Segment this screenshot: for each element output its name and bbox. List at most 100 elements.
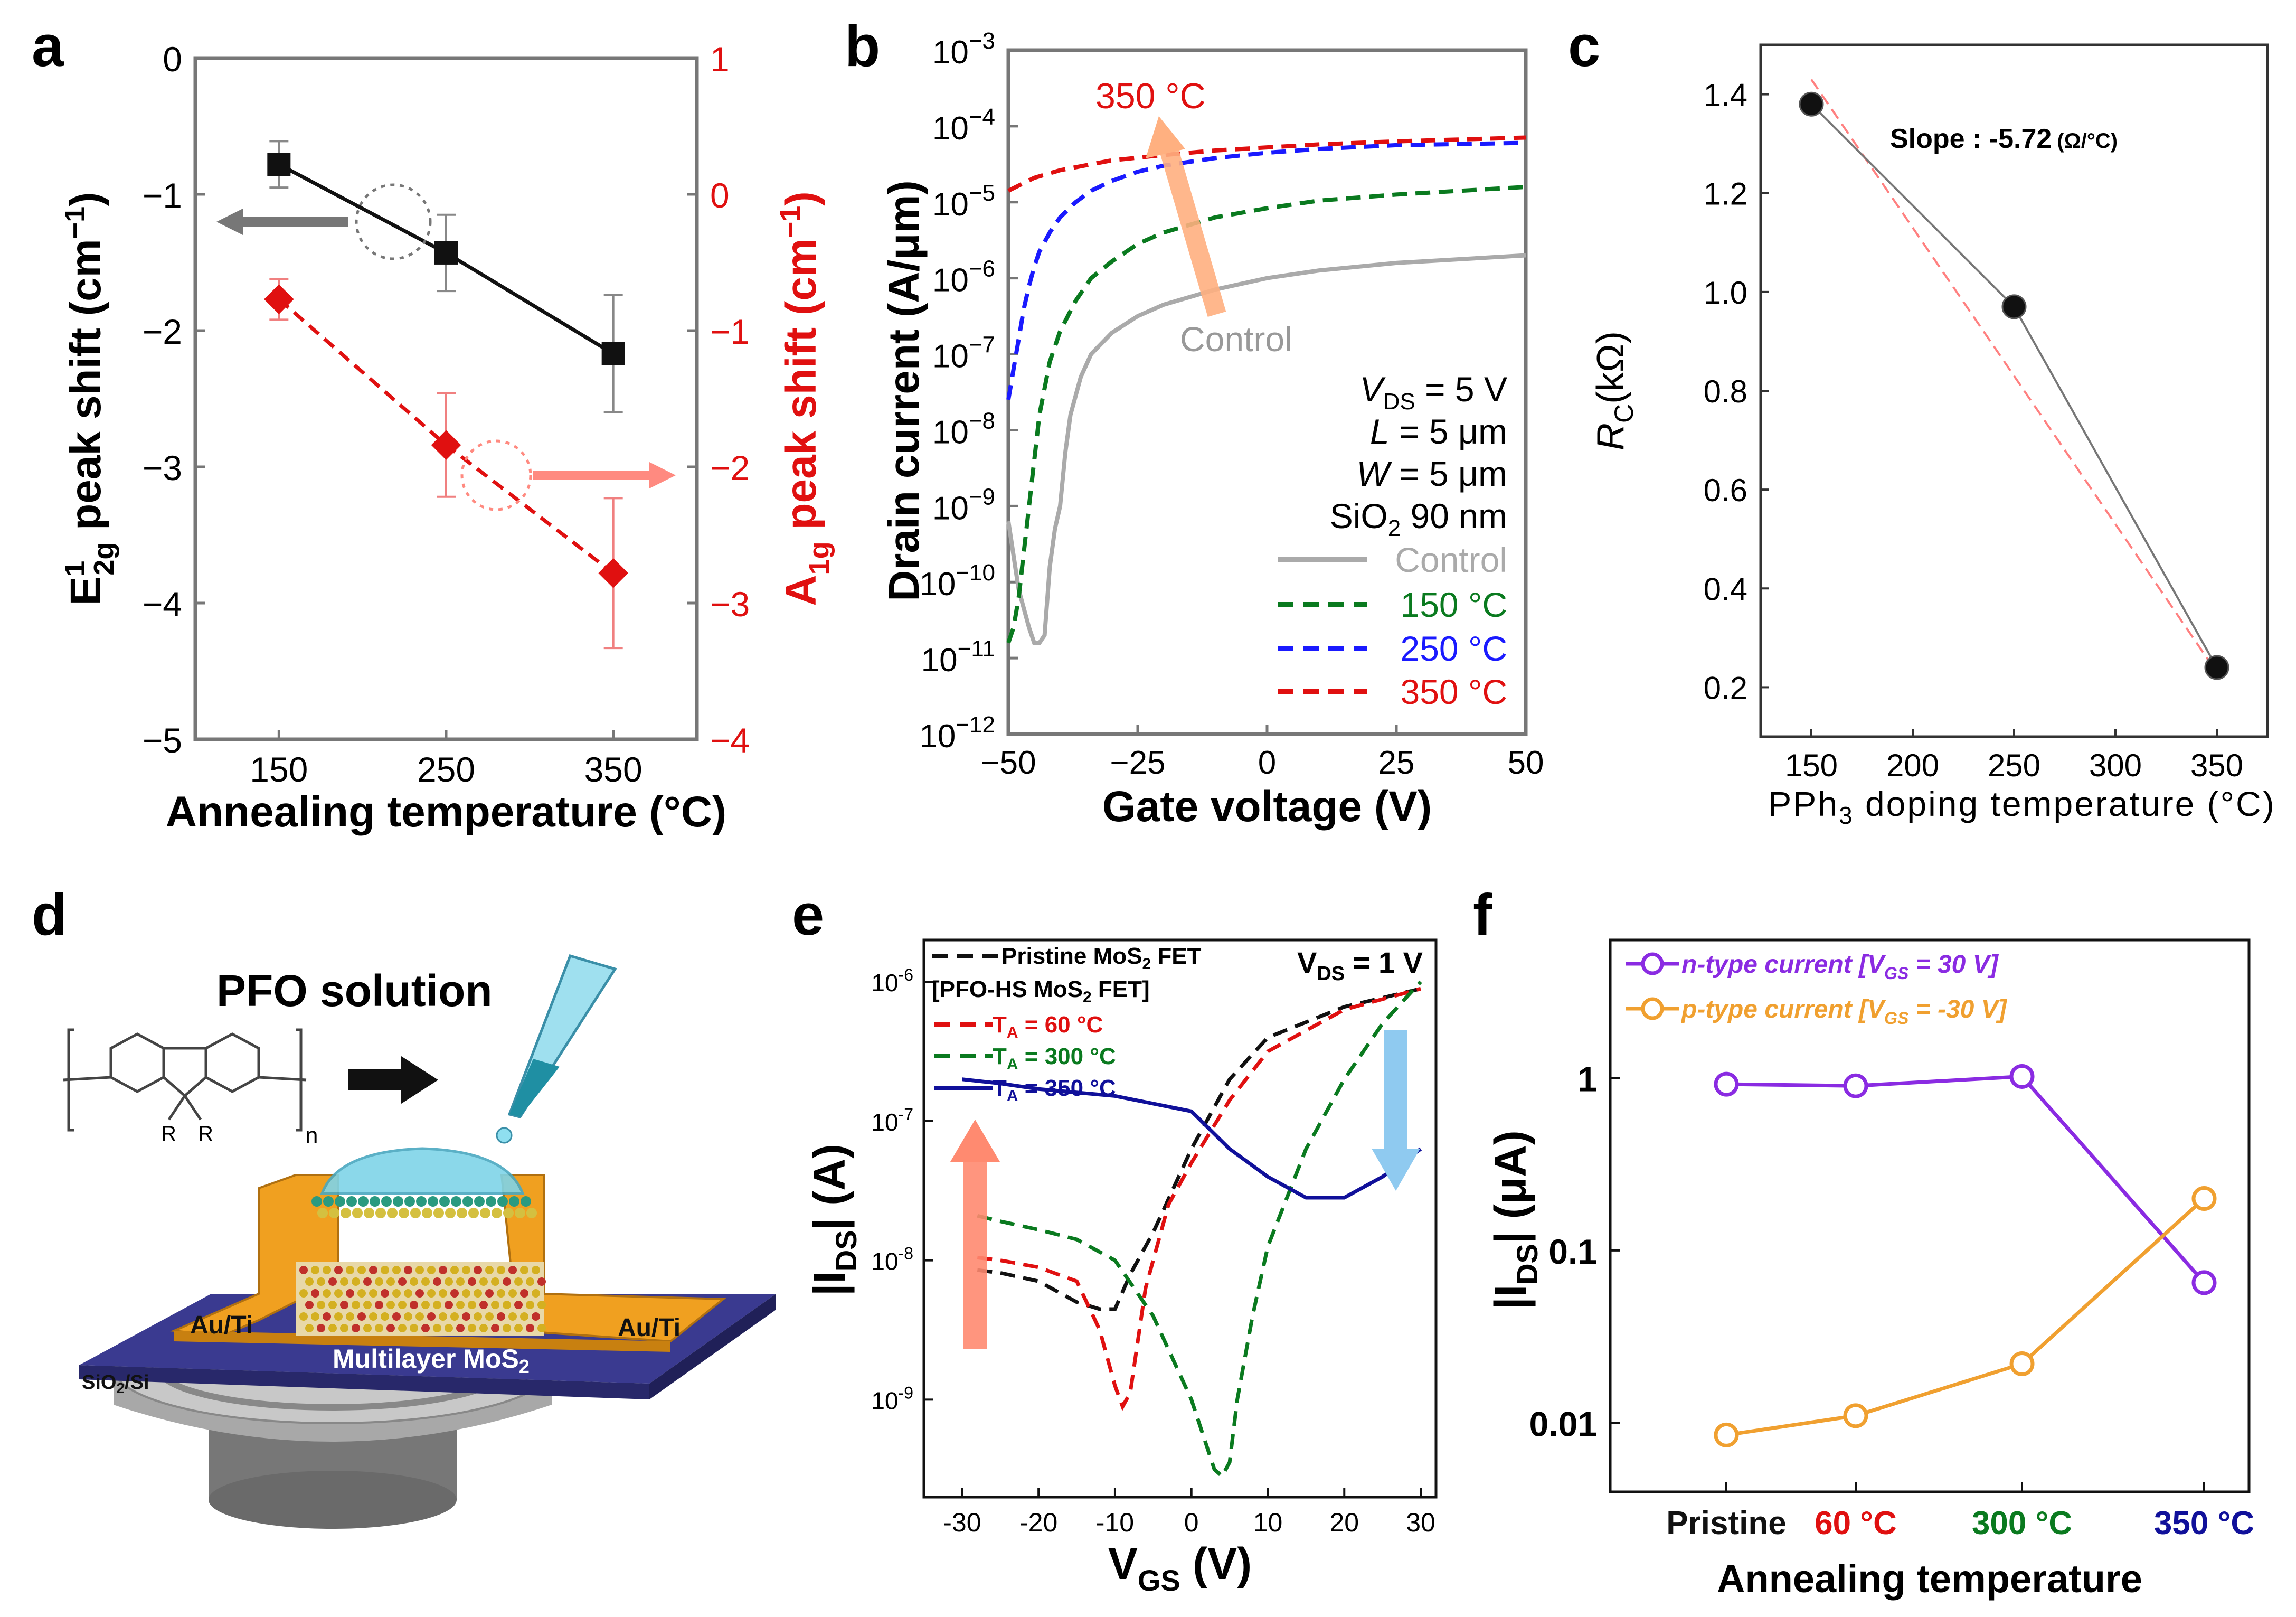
chart-b-legend-350: 350 °C [1400, 672, 1507, 711]
mos2-atom [503, 1277, 511, 1286]
chart-a: 0 −1 −2 −3 −4 −5 1 0 −1 −2 −3 −4 150 250 350 Annealing… [59, 40, 835, 836]
mos2-atom [485, 1266, 494, 1274]
mos2-atom [520, 1312, 528, 1321]
chart-c-xlabel: PPh3 doping temperature (°C) [1768, 784, 2275, 829]
mos2-atom [491, 1324, 499, 1332]
mos2-atom [520, 1289, 528, 1298]
mos2-atom [456, 1324, 465, 1332]
pfo-particle [323, 1196, 334, 1207]
chart-e-legend-60: TA = 60 °C [993, 1012, 1103, 1041]
mos2-atom [427, 1266, 436, 1274]
chart-a-ytick-left-label: 0 [163, 40, 182, 79]
mos2-atom [404, 1266, 412, 1274]
chart-e-series-line [962, 1077, 1422, 1200]
chart-a-ytick-right-label: −4 [710, 721, 750, 760]
chart-b-param-sio2: SiO2 90 nm [1330, 496, 1507, 541]
chart-a-ylabel-left: E12g peak shift (cm−1) [59, 192, 120, 606]
mos2-channel [296, 1262, 544, 1336]
chart-f-point [2009, 1064, 2035, 1089]
mos2-atom [375, 1324, 383, 1332]
mos2-atom [462, 1312, 470, 1321]
panel-label-a: a [32, 14, 64, 79]
pfo-particle [393, 1196, 403, 1207]
mos2-atom [450, 1266, 459, 1274]
mos2-atom [479, 1324, 488, 1332]
pfo-particle [451, 1196, 461, 1207]
mos2-atom [415, 1266, 424, 1274]
chart-c-xtick-label: 150 [1785, 748, 1838, 783]
chart-b-xtick-label: −25 [1110, 745, 1165, 781]
chart-e-xtick-label: 20 [1329, 1508, 1359, 1537]
mos2-atom [305, 1324, 314, 1332]
mos2-atom [410, 1301, 418, 1309]
chart-a-ytick-right-label: −3 [710, 585, 750, 624]
chart-e-arrow-down [1384, 1030, 1407, 1151]
pfo-particle [358, 1196, 369, 1207]
mos2-atom [363, 1301, 372, 1309]
chart-a-ytick-left-label: −1 [143, 176, 182, 215]
pfo-particle [462, 1196, 473, 1207]
mos2-atom [514, 1277, 523, 1286]
mos2-atom [311, 1266, 319, 1274]
chart-c-series-line [1810, 103, 2218, 668]
mos2-atom [352, 1324, 360, 1332]
mos2-atom [317, 1324, 325, 1332]
chart-c-ytick-label: 0.4 [1704, 571, 1747, 607]
chart-e-legend-350: TA = 350 °C [993, 1075, 1116, 1105]
chart-f-ytick-label: 0.1 [1548, 1232, 1597, 1271]
chart-a-ytick-right-label: 1 [710, 40, 730, 79]
substrate-label: SiO2/Si [82, 1371, 149, 1396]
chart-a-ytick-left-label: −5 [143, 721, 182, 760]
chart-e-series-line [977, 986, 1421, 1412]
chart-e-xtick-label: -30 [943, 1508, 981, 1537]
mos2-atom [508, 1312, 517, 1321]
mos2-atom [410, 1324, 418, 1332]
mos2-atom [514, 1301, 523, 1309]
pfo-particle [428, 1196, 438, 1207]
mos2-atom [439, 1312, 447, 1321]
chart-e-arrow-up [963, 1159, 987, 1349]
chart-a-ytick-right-label: −1 [710, 312, 750, 351]
chart-e-arrow-up-head [950, 1120, 1000, 1162]
chart-e-xtick-label: -20 [1019, 1508, 1057, 1537]
mos2-atom [450, 1289, 459, 1298]
pfo-particle [503, 1208, 514, 1218]
schematic-arrow [348, 1056, 438, 1104]
chart-c-xtick-label: 200 [1886, 748, 1939, 783]
chart-e-xtick-label: 30 [1406, 1508, 1435, 1537]
chart-c-xtick-label: 250 [1988, 748, 2040, 783]
chart-a-xlabel: Annealing temperature (°C) [166, 788, 726, 836]
chart-c-point [2001, 294, 2027, 319]
chart-f-legend-marker-p [1641, 997, 1664, 1020]
panel-label-d: d [32, 882, 67, 947]
pfo-particle [346, 1196, 357, 1207]
pfo-molecule-r2: R [198, 1122, 213, 1145]
chart-a-ytick-right-label: 0 [710, 176, 730, 215]
mos2-atom [526, 1301, 534, 1309]
mos2-atom [404, 1312, 412, 1321]
mos2-atom [468, 1277, 476, 1286]
chart-c-xtick-label: 300 [2089, 748, 2142, 783]
mos2-atom [352, 1277, 360, 1286]
mos2-atom [404, 1289, 412, 1298]
pfo-particle [526, 1208, 537, 1218]
pipette [496, 954, 617, 1144]
pfo-particle [416, 1196, 427, 1207]
chart-e-ytick-label: 10-6 [871, 965, 913, 996]
mos2-atom [369, 1312, 377, 1321]
chart-b-series-line [1006, 253, 1526, 645]
pfo-particle [370, 1196, 380, 1207]
chart-c-ytick-label: 1.0 [1704, 275, 1747, 311]
chart-a-circle-right [460, 439, 532, 511]
chart-a-xtick-label: 150 [250, 750, 308, 789]
mos2-atom [357, 1266, 366, 1274]
pfo-particle [410, 1208, 421, 1218]
mos2-atom [346, 1266, 354, 1274]
mos2-atom [497, 1312, 505, 1321]
chart-f-ytick-label: 0.01 [1529, 1404, 1597, 1443]
chart-b-ytick-label: 10−7 [932, 332, 995, 375]
pfo-particle [317, 1208, 328, 1218]
chart-b-param-vds: VDS = 5 V [1360, 370, 1507, 415]
chart-b-ytick-label: 10−6 [932, 256, 995, 299]
mos2-atom [491, 1277, 499, 1286]
